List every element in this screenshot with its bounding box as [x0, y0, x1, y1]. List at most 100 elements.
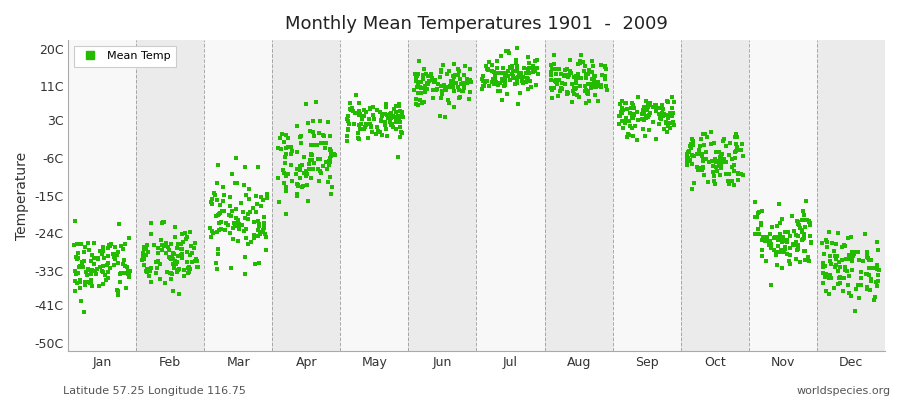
Point: [177, 230, 192, 236]
Point: [313, 118, 328, 124]
Point: [661, 122, 675, 129]
Point: [121, 271, 135, 278]
Point: [149, 265, 164, 271]
Point: [364, 124, 379, 130]
Point: [510, 101, 525, 107]
Point: [545, 87, 560, 94]
Point: [355, 116, 369, 122]
Point: [837, 275, 851, 282]
Point: [562, 68, 577, 74]
Point: [349, 110, 364, 116]
Point: [374, 132, 389, 138]
Point: [369, 124, 383, 130]
Point: [162, 255, 176, 262]
Point: [417, 66, 431, 72]
Point: [70, 250, 85, 256]
Point: [726, 167, 741, 174]
Point: [512, 70, 526, 76]
Point: [284, 144, 298, 150]
Point: [594, 72, 608, 78]
Point: [731, 177, 745, 183]
Point: [793, 225, 807, 232]
Point: [557, 80, 572, 87]
Point: [356, 113, 370, 119]
Point: [151, 245, 166, 251]
Point: [352, 108, 366, 114]
Point: [164, 241, 178, 248]
Point: [363, 120, 377, 127]
Point: [508, 67, 523, 74]
Point: [294, 184, 309, 190]
Point: [496, 70, 510, 76]
Point: [340, 126, 355, 132]
Point: [652, 111, 667, 118]
Point: [393, 119, 408, 125]
Point: [787, 242, 801, 248]
Point: [780, 229, 795, 235]
Point: [340, 116, 355, 122]
Point: [764, 224, 778, 231]
Point: [835, 275, 850, 281]
Point: [305, 152, 320, 158]
Point: [448, 79, 463, 86]
Point: [790, 247, 805, 253]
Point: [544, 69, 558, 75]
Point: [706, 169, 720, 176]
Point: [326, 151, 340, 157]
Point: [770, 252, 784, 258]
Point: [296, 154, 310, 160]
Point: [648, 136, 662, 142]
Point: [625, 125, 639, 131]
Point: [509, 60, 524, 66]
Point: [446, 84, 461, 90]
Point: [835, 244, 850, 250]
Point: [229, 206, 243, 212]
Point: [842, 290, 857, 296]
Point: [392, 117, 406, 123]
Point: [415, 100, 429, 106]
Point: [68, 254, 83, 260]
Point: [573, 75, 588, 81]
Point: [388, 116, 402, 123]
Point: [796, 248, 811, 254]
Point: [247, 232, 261, 238]
Point: [509, 76, 524, 83]
Point: [412, 84, 427, 90]
Point: [780, 239, 795, 246]
Point: [382, 119, 397, 125]
Point: [684, 152, 698, 159]
Point: [296, 183, 310, 189]
Point: [511, 71, 526, 78]
Point: [722, 171, 736, 177]
Point: [73, 284, 87, 291]
Point: [500, 73, 515, 79]
Point: [389, 119, 403, 126]
Point: [871, 247, 886, 253]
Point: [846, 251, 860, 257]
Point: [838, 267, 852, 274]
Point: [712, 148, 726, 155]
Point: [659, 118, 673, 125]
Point: [429, 87, 444, 93]
Point: [639, 113, 653, 120]
Point: [383, 110, 398, 116]
Point: [822, 291, 836, 297]
Point: [731, 170, 745, 176]
Point: [419, 85, 434, 92]
Point: [382, 111, 397, 118]
Point: [586, 63, 600, 69]
Point: [827, 248, 842, 254]
Point: [518, 79, 533, 85]
Point: [796, 231, 811, 238]
Point: [587, 82, 601, 88]
Point: [184, 243, 198, 249]
Point: [870, 266, 885, 272]
Point: [84, 276, 98, 283]
Point: [615, 118, 629, 124]
Point: [832, 274, 847, 280]
Point: [842, 256, 856, 262]
Point: [770, 237, 785, 243]
Point: [589, 79, 603, 85]
Point: [509, 57, 524, 63]
Point: [796, 236, 810, 242]
